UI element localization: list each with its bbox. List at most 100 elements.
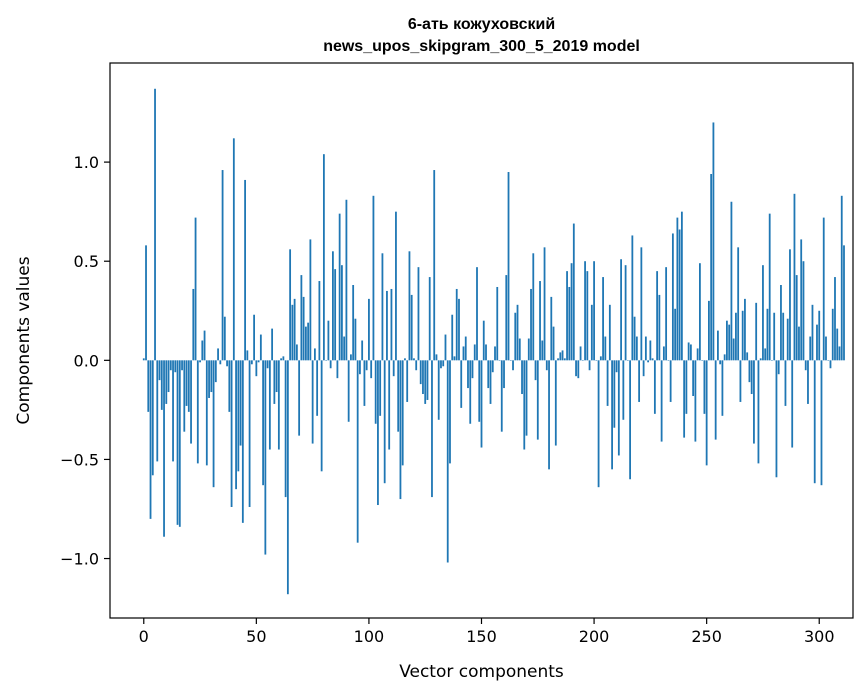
y-tick-label: 0.5: [74, 252, 99, 271]
bar: [440, 360, 442, 369]
x-tick-label: 200: [579, 627, 610, 646]
bar: [343, 336, 346, 361]
bar: [669, 360, 672, 402]
bar: [554, 360, 557, 446]
bar: [370, 360, 373, 379]
bar: [365, 360, 368, 371]
bar: [433, 170, 436, 361]
bar: [714, 360, 717, 440]
bar: [579, 346, 582, 361]
bar: [176, 360, 179, 525]
bar: [282, 356, 285, 361]
bar: [332, 251, 334, 361]
bar: [399, 360, 402, 500]
bar: [167, 360, 170, 393]
bar: [255, 360, 258, 377]
bar: [250, 360, 253, 365]
bar: [237, 360, 240, 472]
bar: [505, 275, 508, 361]
bar: [523, 360, 526, 450]
bar: [318, 281, 321, 361]
bar: [660, 360, 663, 442]
bar: [386, 290, 388, 361]
bar: [230, 360, 233, 507]
bar: [377, 360, 379, 506]
bar: [444, 334, 447, 361]
y-tick-label: 1.0: [74, 153, 99, 172]
bar: [165, 360, 168, 404]
y-axis-ticks: −1.0 −0.5 0.0 0.5 1.0: [60, 153, 110, 569]
bar: [248, 360, 251, 507]
bar: [620, 259, 622, 361]
bar: [437, 360, 440, 420]
bar: [831, 308, 834, 361]
bar: [561, 350, 564, 361]
bar: [300, 275, 303, 361]
bar: [541, 340, 544, 361]
bars: [142, 88, 845, 595]
bar: [500, 360, 503, 432]
bar: [626, 360, 629, 361]
bar: [518, 338, 521, 361]
bar: [611, 360, 613, 470]
bar: [680, 211, 683, 361]
bar: [793, 193, 796, 361]
bar: [568, 286, 571, 361]
bar: [748, 360, 751, 383]
bar: [221, 170, 224, 361]
bar: [588, 360, 591, 371]
bar: [424, 360, 427, 404]
bar: [338, 213, 341, 361]
bar: [442, 360, 445, 367]
bar: [359, 360, 361, 375]
bar: [401, 360, 404, 466]
bar: [361, 340, 364, 361]
bar: [460, 360, 463, 408]
bar: [381, 253, 384, 361]
bar: [726, 320, 728, 361]
y-tick-label: 0.0: [74, 351, 99, 370]
bar: [566, 271, 568, 361]
bar: [356, 360, 359, 543]
bar: [395, 211, 397, 361]
bar: [721, 360, 724, 416]
bar: [246, 350, 249, 361]
bar: [363, 360, 366, 406]
bar: [730, 201, 733, 361]
bar: [732, 338, 735, 361]
bar: [813, 360, 816, 484]
bar: [413, 358, 415, 361]
bar: [482, 320, 485, 361]
bar: [563, 358, 566, 361]
bar: [158, 360, 161, 381]
bar: [491, 360, 494, 373]
bar: [744, 298, 746, 361]
bar: [352, 285, 355, 361]
bar: [647, 360, 650, 363]
bar: [753, 360, 755, 444]
bar: [205, 360, 208, 466]
bar: [334, 269, 337, 361]
bar: [728, 324, 731, 361]
bar: [496, 286, 499, 361]
bar: [273, 360, 276, 404]
bar: [271, 328, 274, 361]
bar: [676, 217, 679, 361]
bar: [635, 336, 638, 361]
bar: [692, 360, 695, 396]
bar: [784, 360, 787, 406]
bar: [678, 229, 681, 361]
bar: [449, 360, 451, 464]
bar: [446, 360, 449, 563]
bar: [322, 154, 325, 361]
bar: [584, 261, 586, 361]
bar: [235, 360, 237, 490]
bar: [280, 358, 283, 361]
bar: [800, 239, 803, 361]
bar: [667, 360, 670, 361]
bar: [325, 360, 328, 361]
bar: [327, 320, 330, 361]
bar: [685, 360, 688, 414]
bar: [241, 360, 244, 523]
bar: [766, 308, 769, 361]
